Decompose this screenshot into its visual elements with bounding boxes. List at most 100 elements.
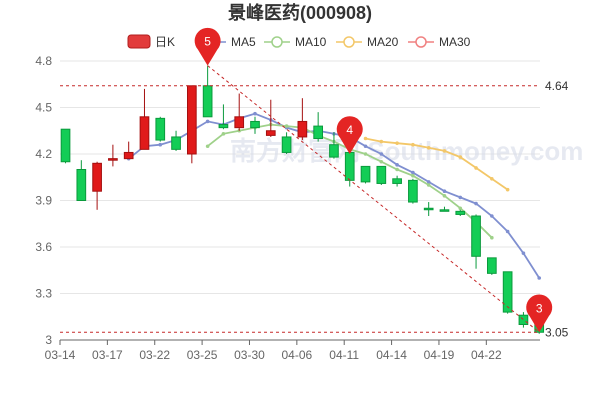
candle-body xyxy=(155,117,166,141)
candle-body xyxy=(265,130,276,136)
candle-body xyxy=(187,85,197,155)
legend-label: MA20 xyxy=(367,35,399,49)
candle-body xyxy=(518,314,529,326)
ma-point xyxy=(458,195,463,200)
x-tick-label: 04-22 xyxy=(471,348,502,362)
ma-point xyxy=(426,183,431,187)
y-tick-label: 4.5 xyxy=(35,101,52,115)
candle xyxy=(455,209,466,216)
reference-label: 3.05 xyxy=(545,325,569,339)
candle xyxy=(92,161,102,210)
candle-body xyxy=(297,120,308,138)
ma-point xyxy=(537,276,542,280)
candle xyxy=(281,132,292,154)
ma-point xyxy=(253,111,257,116)
ma-point xyxy=(474,201,478,206)
candle-body xyxy=(108,158,118,161)
candle xyxy=(313,112,324,142)
candle-body xyxy=(92,162,102,192)
candle xyxy=(439,206,450,212)
marker-pin: 5 xyxy=(194,27,221,66)
candle xyxy=(123,141,134,160)
candle-body xyxy=(313,125,324,139)
marker-shape xyxy=(526,294,553,333)
ma-point xyxy=(442,189,447,193)
legend-item: MA20 xyxy=(336,35,399,49)
candle xyxy=(408,178,418,204)
ma-point xyxy=(363,136,368,141)
ma-point xyxy=(363,144,368,149)
y-tick-label: 4.2 xyxy=(35,147,52,161)
ma-point xyxy=(426,146,431,150)
candle xyxy=(518,312,529,328)
candle xyxy=(376,165,387,185)
candles xyxy=(60,65,545,334)
ma-point xyxy=(379,139,384,144)
legend-label: MA30 xyxy=(439,35,471,49)
ma-point xyxy=(505,187,510,192)
candle xyxy=(392,175,402,187)
legend-marker xyxy=(271,36,283,48)
candle-body xyxy=(123,151,134,160)
candle xyxy=(171,130,181,151)
candle-body xyxy=(218,124,229,129)
y-tick-label: 3.3 xyxy=(35,287,52,301)
ma-point xyxy=(205,119,210,124)
candle-body xyxy=(392,178,402,184)
ma-point xyxy=(158,142,163,147)
candle-body xyxy=(376,165,387,184)
legend-label: MA5 xyxy=(231,35,256,49)
ma-point xyxy=(379,152,384,156)
marker-label: 4 xyxy=(346,123,353,137)
y-tick-label: 3 xyxy=(45,333,52,347)
candle xyxy=(187,85,197,164)
candle xyxy=(423,202,434,216)
marker-pin: 3 xyxy=(526,294,553,333)
ma-point xyxy=(442,149,447,153)
legend-marker xyxy=(343,36,355,48)
y-tick-label: 4.8 xyxy=(35,54,52,68)
candle-body xyxy=(76,169,87,201)
legend-swatch xyxy=(127,34,151,49)
x-tick-label: 03-22 xyxy=(139,348,170,362)
ma-point xyxy=(474,166,478,170)
ma-point xyxy=(395,141,399,145)
marker-label: 3 xyxy=(536,301,543,315)
candle xyxy=(329,132,339,159)
ma-point xyxy=(458,206,463,211)
ma-point xyxy=(411,142,415,147)
ma-line-ma20 xyxy=(365,137,509,191)
reference-label: 4.64 xyxy=(545,79,569,93)
ma-point xyxy=(490,214,494,218)
candle-body xyxy=(329,144,339,158)
ma-point xyxy=(490,235,494,240)
x-tick-label: 03-14 xyxy=(45,348,76,362)
ma-point xyxy=(426,180,431,184)
ma-point xyxy=(395,167,399,172)
candle xyxy=(250,116,260,134)
candle xyxy=(297,98,308,141)
candle-body xyxy=(171,136,181,150)
x-tick-label: 04-14 xyxy=(376,348,407,362)
candle-body xyxy=(360,165,371,183)
candle xyxy=(155,116,166,142)
candle-body xyxy=(502,271,513,313)
x-tick-label: 03-25 xyxy=(187,348,218,362)
candle-body xyxy=(471,215,481,257)
ma-point xyxy=(284,124,289,128)
ma-point xyxy=(411,170,415,175)
y-tick-label: 3.6 xyxy=(35,240,52,254)
chart-title: 景峰医药(000908) xyxy=(228,2,372,23)
candle xyxy=(202,65,213,118)
grid xyxy=(60,60,540,341)
candle xyxy=(234,93,245,131)
y-tick-label: 3.9 xyxy=(35,194,52,208)
marker-shape xyxy=(194,27,221,66)
ma-point xyxy=(521,251,526,255)
legend: 日K MA5 MA10 MA20 MA30 xyxy=(127,34,471,49)
candle-body xyxy=(423,207,434,211)
candle-body xyxy=(487,257,497,274)
candle xyxy=(265,99,276,137)
legend-label: MA10 xyxy=(295,35,327,49)
